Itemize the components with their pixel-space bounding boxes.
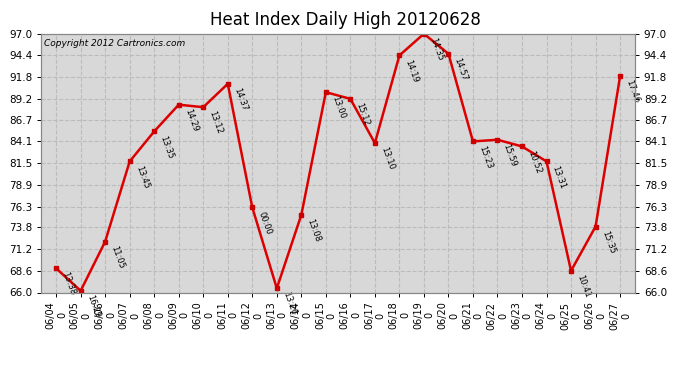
Text: 13:00: 13:00 (330, 95, 346, 120)
Text: 15:12: 15:12 (355, 102, 371, 127)
Text: 10:52: 10:52 (526, 149, 543, 175)
Text: 11:05: 11:05 (109, 244, 126, 270)
Text: 10:41: 10:41 (575, 274, 592, 299)
Text: 13:35: 13:35 (159, 134, 175, 160)
Text: 13:45: 13:45 (134, 164, 150, 190)
Text: 13:31: 13:31 (551, 164, 567, 190)
Text: 14:19: 14:19 (404, 58, 420, 84)
Text: 13:26: 13:26 (281, 291, 297, 317)
Text: Copyright 2012 Cartronics.com: Copyright 2012 Cartronics.com (44, 39, 186, 48)
Text: 17:46: 17:46 (624, 79, 641, 105)
Text: 00:00: 00:00 (257, 210, 273, 236)
Text: 14:35: 14:35 (428, 36, 445, 62)
Text: 14:57: 14:57 (453, 57, 469, 82)
Text: 14:29: 14:29 (183, 108, 199, 133)
Text: 13:12: 13:12 (208, 110, 224, 135)
Text: 15:59: 15:59 (502, 142, 518, 168)
Text: 15:35: 15:35 (600, 230, 616, 255)
Text: 13:10: 13:10 (379, 146, 395, 171)
Text: 16:29: 16:29 (85, 294, 101, 319)
Text: 13:08: 13:08 (306, 217, 322, 243)
Text: 14:37: 14:37 (232, 87, 248, 112)
Text: Heat Index Daily High 20120628: Heat Index Daily High 20120628 (210, 11, 480, 29)
Text: 13:38: 13:38 (60, 271, 77, 297)
Text: 15:23: 15:23 (477, 144, 494, 170)
